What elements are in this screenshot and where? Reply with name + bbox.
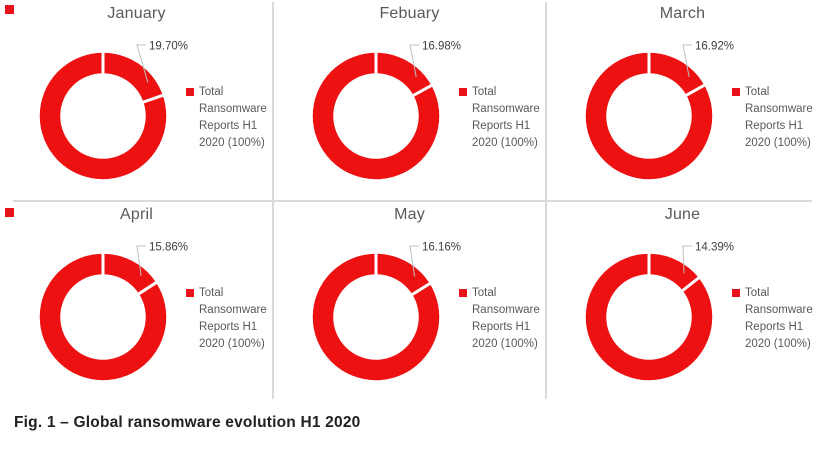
donut-chart-panel: January 19.70% Total Ransomware Reports … [0, 0, 273, 201]
percent-label: 19.70% [149, 41, 188, 53]
red-square-bullet [5, 208, 14, 217]
donut-chart-panel: April 15.86% Total Ransomware Reports H1… [0, 201, 273, 400]
percent-label: 16.92% [695, 41, 734, 53]
chart-legend: Total Ransomware Reports H1 2020 (100%) [732, 84, 813, 152]
legend-red-square-icon [186, 289, 194, 297]
donut-chart-panel: March 16.92% Total Ransomware Reports H1… [546, 0, 819, 201]
donut-chart: 19.70% [39, 41, 188, 180]
donut-chart-panel: May 16.16% Total Ransomware Reports H1 2… [273, 201, 546, 400]
donut-chart-panel: June 14.39% Total Ransomware Reports H1 … [546, 201, 819, 400]
donut-grid: January 19.70% Total Ransomware Reports … [0, 0, 819, 400]
chart-title: Febuary [379, 5, 440, 22]
legend-red-square-icon [732, 289, 740, 297]
row-divider [13, 200, 812, 202]
chart-legend: Total Ransomware Reports H1 2020 (100%) [459, 285, 540, 353]
legend-label: Total Ransomware Reports H1 2020 (100%) [472, 287, 540, 350]
donut-chart: 16.16% [312, 242, 461, 381]
chart-legend: Total Ransomware Reports H1 2020 (100%) [186, 84, 267, 152]
percent-label: 14.39% [695, 242, 734, 254]
figure-caption: Fig. 1 – Global ransomware evolution H1 … [14, 414, 361, 431]
donut-chart: 14.39% [585, 242, 734, 381]
donut-chart: 15.86% [39, 242, 188, 381]
donut-chart-panel: Febuary 16.98% Total Ransomware Reports … [273, 0, 546, 201]
chart-legend: Total Ransomware Reports H1 2020 (100%) [186, 285, 267, 353]
legend-label: Total Ransomware Reports H1 2020 (100%) [199, 287, 267, 350]
chart-title: March [659, 5, 706, 22]
ransomware-donut-figure: January 19.70% Total Ransomware Reports … [0, 0, 819, 400]
legend-red-square-icon [459, 88, 467, 96]
chart-legend: Total Ransomware Reports H1 2020 (100%) [732, 285, 813, 353]
chart-title: June [664, 206, 701, 223]
chart-title: January [107, 5, 166, 22]
donut-chart: 16.98% [312, 41, 461, 180]
legend-label: Total Ransomware Reports H1 2020 (100%) [745, 86, 813, 149]
legend-label: Total Ransomware Reports H1 2020 (100%) [199, 86, 267, 149]
red-square-bullet [5, 5, 14, 14]
legend-red-square-icon [459, 289, 467, 297]
percent-label: 16.98% [422, 41, 461, 53]
legend-label: Total Ransomware Reports H1 2020 (100%) [472, 86, 540, 149]
chart-legend: Total Ransomware Reports H1 2020 (100%) [459, 84, 540, 152]
chart-title: April [119, 206, 153, 223]
legend-label: Total Ransomware Reports H1 2020 (100%) [745, 287, 813, 350]
percent-label: 15.86% [149, 242, 188, 254]
legend-red-square-icon [186, 88, 194, 96]
legend-red-square-icon [732, 88, 740, 96]
percent-label: 16.16% [422, 242, 461, 254]
donut-chart: 16.92% [585, 41, 734, 180]
chart-title: May [394, 206, 425, 223]
